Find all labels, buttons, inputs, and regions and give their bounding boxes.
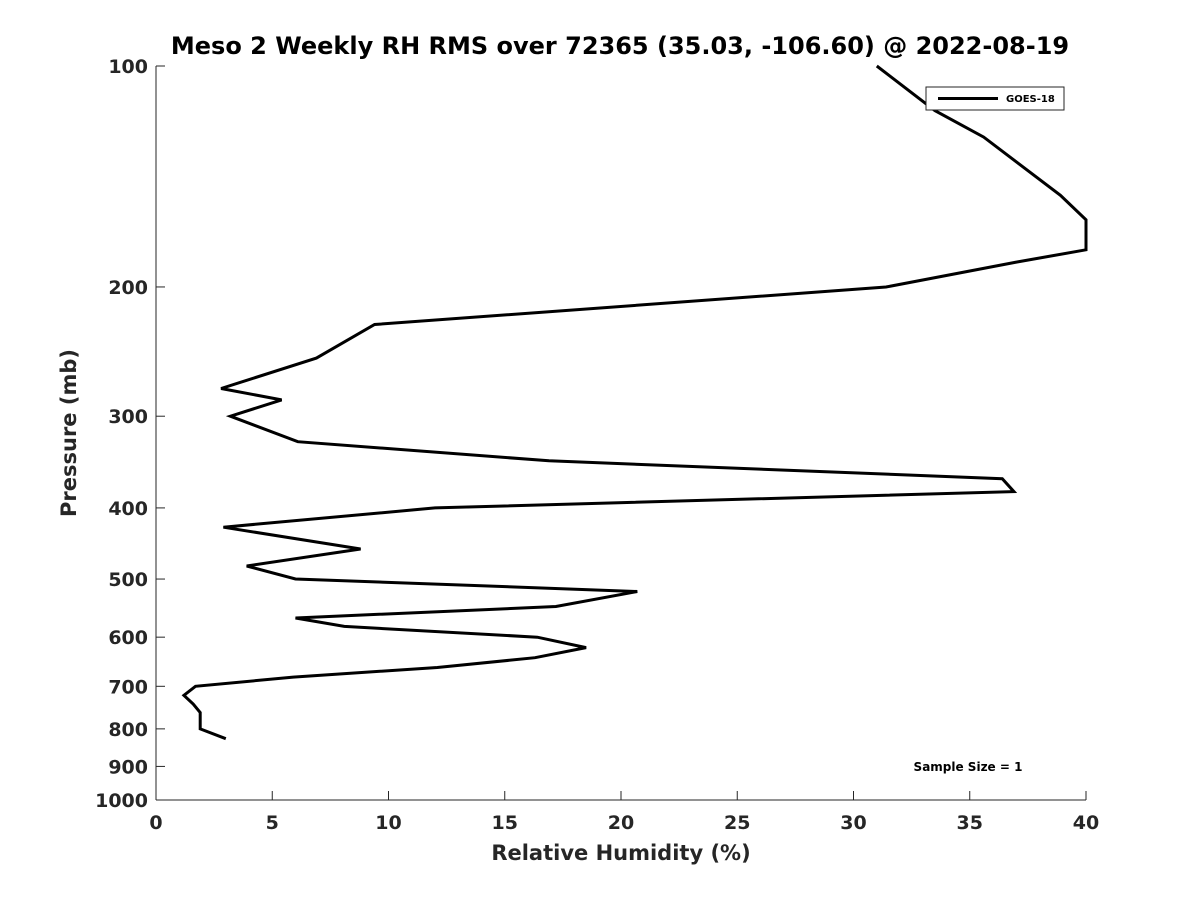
plot-area: 0 5 10 15 20 25 30 35 40 100 200 300 400 500 600 700 80…: [95, 56, 1099, 834]
y-tick-label: 500: [108, 569, 148, 591]
series-layer: [181, 64, 1088, 741]
x-axis-label: Relative Humidity (%): [491, 841, 750, 865]
x-tick-label: 5: [266, 812, 279, 834]
y-tick-label: 600: [108, 627, 148, 649]
y-axis-ticks: 100 200 300 400 500 600 700 800 900 1000: [95, 56, 165, 812]
sample-size-annotation: Sample Size = 1: [914, 760, 1023, 774]
y-tick-label: 400: [108, 498, 148, 520]
x-tick-label: 25: [724, 812, 750, 834]
legend: GOES-18: [925, 86, 1065, 111]
y-tick-label: 300: [108, 406, 148, 428]
y-tick-label: 1000: [95, 790, 148, 812]
y-tick-label: 800: [108, 719, 148, 741]
y-axis-label: Pressure (mb): [57, 349, 81, 517]
y-tick-label: 700: [108, 676, 148, 698]
chart-title: Meso 2 Weekly RH RMS over 72365 (35.03, …: [171, 32, 1069, 60]
series-line-goes-18: [181, 64, 1088, 741]
y-tick-label: 900: [108, 756, 148, 778]
x-tick-label: 10: [375, 812, 401, 834]
x-tick-label: 35: [957, 812, 983, 834]
y-tick-label: 200: [108, 277, 148, 299]
legend-label-goes-18: GOES-18: [1006, 94, 1055, 105]
x-tick-label: 0: [149, 812, 162, 834]
x-tick-label: 15: [492, 812, 518, 834]
x-tick-label: 40: [1073, 812, 1099, 834]
x-tick-label: 30: [840, 812, 866, 834]
x-tick-label: 20: [608, 812, 634, 834]
x-axis-ticks: 0 5 10 15 20 25 30 35 40: [149, 791, 1099, 834]
y-tick-label: 100: [108, 56, 148, 78]
